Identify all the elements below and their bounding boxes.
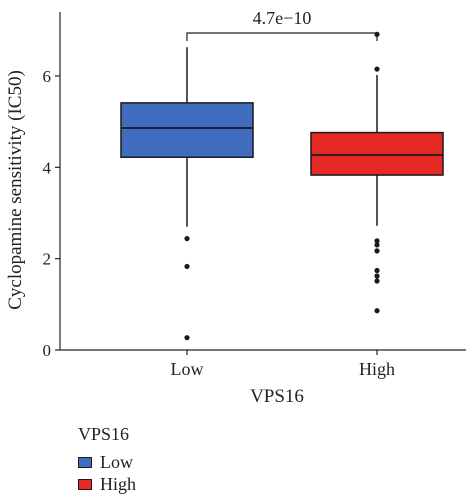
outlier-point-high [374,238,380,244]
outlier-point-high [374,308,380,314]
y-tick-label: 0 [43,341,52,360]
outlier-point-high [374,278,380,284]
box-high [310,131,444,176]
legend-label-high: High [100,473,136,494]
legend-item-high: High [78,473,136,495]
outlier-point-high [374,267,380,274]
legend-label-low: Low [100,451,133,472]
outlier-point-low [184,235,190,242]
legend-swatch-high [78,478,92,490]
outlier-point-low [184,263,190,270]
box-low [120,102,254,158]
x-axis-label: VPS16 [250,386,304,407]
outlier-point-high [374,248,380,254]
outlier-point-high [374,242,380,248]
legend: VPS16 Low High [78,424,136,495]
significance-bracket [186,32,378,41]
outlier-point-low [184,335,190,341]
y-tick-label: 4 [43,158,52,177]
legend-item-low: Low [78,451,136,473]
legend-title: VPS16 [78,424,130,444]
p-value-label: 4.7e−10 [253,8,312,28]
outlier-point-high [374,66,380,72]
x-tick-label: Low [171,359,204,379]
y-tick-label: 6 [43,67,52,86]
x-tick-label: High [359,359,395,379]
y-tick-label: 2 [43,250,52,269]
legend-swatch-low [78,456,92,468]
y-axis-label: Cyclopamine sensitivity (IC50) [5,70,26,310]
outlier-point-high [374,273,380,279]
